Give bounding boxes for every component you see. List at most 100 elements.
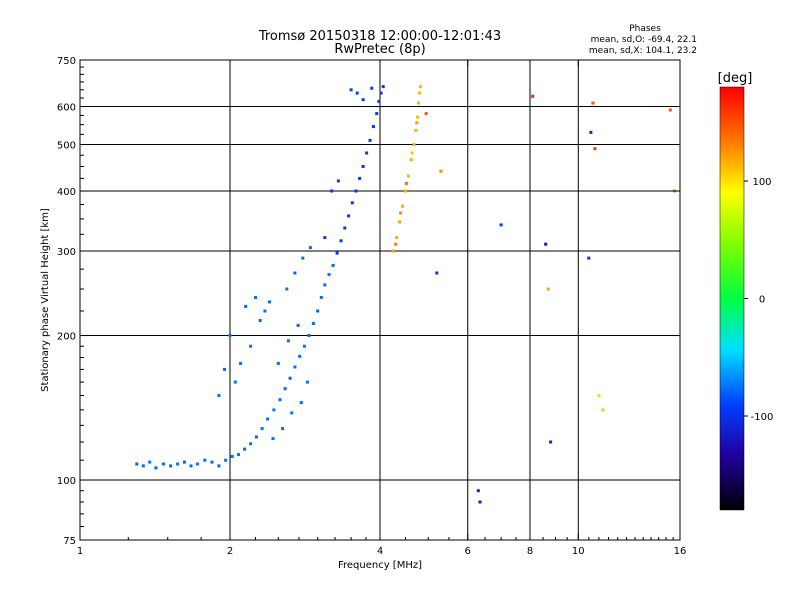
data-point-x [417, 101, 421, 105]
data-point-o [371, 125, 375, 129]
data-point-o [379, 91, 383, 95]
axis-ticks: 1 2 4 6 8 10 16 75 100 200 300 400 500 600 750 [57, 56, 686, 557]
data-point-o [263, 309, 267, 313]
data-point-o [223, 367, 226, 371]
data-point-o [316, 309, 320, 313]
data-point-o [266, 417, 270, 421]
data-point-o [268, 300, 271, 304]
data-point-o [195, 462, 199, 466]
data-point-o [370, 86, 374, 90]
data-point-x [404, 181, 408, 185]
data-point-o [276, 361, 280, 365]
y-tick-label: 200 [57, 332, 76, 343]
y-tick-label: 75 [63, 536, 76, 547]
colorbar-ticks: 100 0 -100 [744, 177, 773, 423]
data-point-o [260, 427, 264, 431]
data-point-x [439, 169, 443, 173]
data-point-o [323, 236, 327, 240]
data-point-o [319, 296, 323, 299]
data-point-o [148, 460, 152, 464]
data-point-o [290, 411, 294, 415]
data-point-o [302, 344, 306, 348]
data-point-o [283, 387, 287, 391]
data-point-x [404, 189, 407, 193]
y-tick-label: 600 [57, 103, 76, 114]
data-point-o [335, 251, 339, 255]
phases-heading: Phases [629, 24, 661, 34]
data-point-x [415, 121, 419, 125]
data-point-o [330, 189, 334, 193]
data-point-o [296, 323, 300, 327]
chart-subtitle: RwPretec (8p) [334, 42, 425, 57]
data-point-x [544, 242, 548, 246]
data-point-x [531, 94, 535, 98]
data-point-o [169, 464, 173, 468]
chart-title: Tromsø 20150318 12:00:00-12:01:43 [258, 29, 501, 44]
data-point-o [224, 458, 228, 462]
data-point-o [358, 176, 362, 180]
colorbar [719, 86, 745, 511]
data-point-o [327, 273, 331, 276]
data-point-o [286, 339, 290, 343]
data-point-x [418, 91, 421, 95]
data-point-o [239, 361, 243, 365]
data-point-o [293, 365, 297, 369]
data-point-o [331, 263, 335, 267]
data-point-o [299, 401, 303, 405]
data-point-x [435, 271, 439, 275]
data-point-x [589, 130, 593, 134]
data-point-x [601, 408, 605, 412]
data-point-o [350, 201, 354, 205]
data-point-x [410, 151, 414, 155]
x-tick-label: 4 [377, 546, 383, 557]
x-tick-label: 8 [527, 546, 533, 557]
data-point-o [182, 460, 186, 464]
data-point-o [210, 460, 214, 464]
data-point-x [424, 112, 428, 116]
data-point-x [412, 143, 416, 146]
data-point-o [203, 458, 207, 462]
data-point-o [361, 98, 365, 102]
colorbar-label: [deg] [718, 71, 753, 86]
data-point-o [288, 376, 292, 380]
data-point-o [237, 453, 240, 457]
data-point-o [368, 138, 372, 142]
data-point-x [668, 108, 672, 112]
data-points [135, 85, 676, 504]
data-point-o [305, 380, 309, 384]
data-point-x [399, 211, 403, 215]
data-point-o [349, 88, 353, 92]
data-point-o [323, 283, 327, 287]
data-point-o [301, 256, 305, 260]
data-point-o [339, 239, 343, 243]
data-point-x [546, 287, 550, 291]
y-tick-label: 300 [57, 247, 76, 258]
x-tick-label: 16 [674, 546, 687, 557]
data-point-o [355, 91, 359, 95]
data-point-o [307, 334, 311, 337]
data-point-o [271, 437, 275, 441]
data-point-x [597, 394, 601, 397]
x-tick-label: 1 [77, 546, 83, 557]
data-point-o [308, 246, 312, 250]
data-point-o [141, 464, 145, 468]
data-point-o [161, 462, 165, 466]
data-point-o [135, 462, 139, 466]
data-point-o [377, 99, 381, 103]
x-tick-label: 2 [227, 546, 233, 557]
data-point-x [391, 249, 395, 253]
x-axis-label: Frequency [MHz] [338, 560, 422, 571]
data-point-o [217, 464, 221, 468]
data-point-o [365, 151, 369, 155]
data-point-o [258, 319, 262, 322]
data-point-x [406, 174, 410, 178]
x-tick-label: 10 [572, 546, 585, 557]
data-point-o [243, 447, 247, 451]
data-point-o [254, 435, 258, 439]
data-point-o [354, 189, 358, 193]
colorbar-tick-label: 100 [752, 177, 771, 188]
data-point-o [249, 442, 253, 446]
data-point-o [249, 344, 253, 348]
y-tick-label: 500 [57, 141, 76, 152]
